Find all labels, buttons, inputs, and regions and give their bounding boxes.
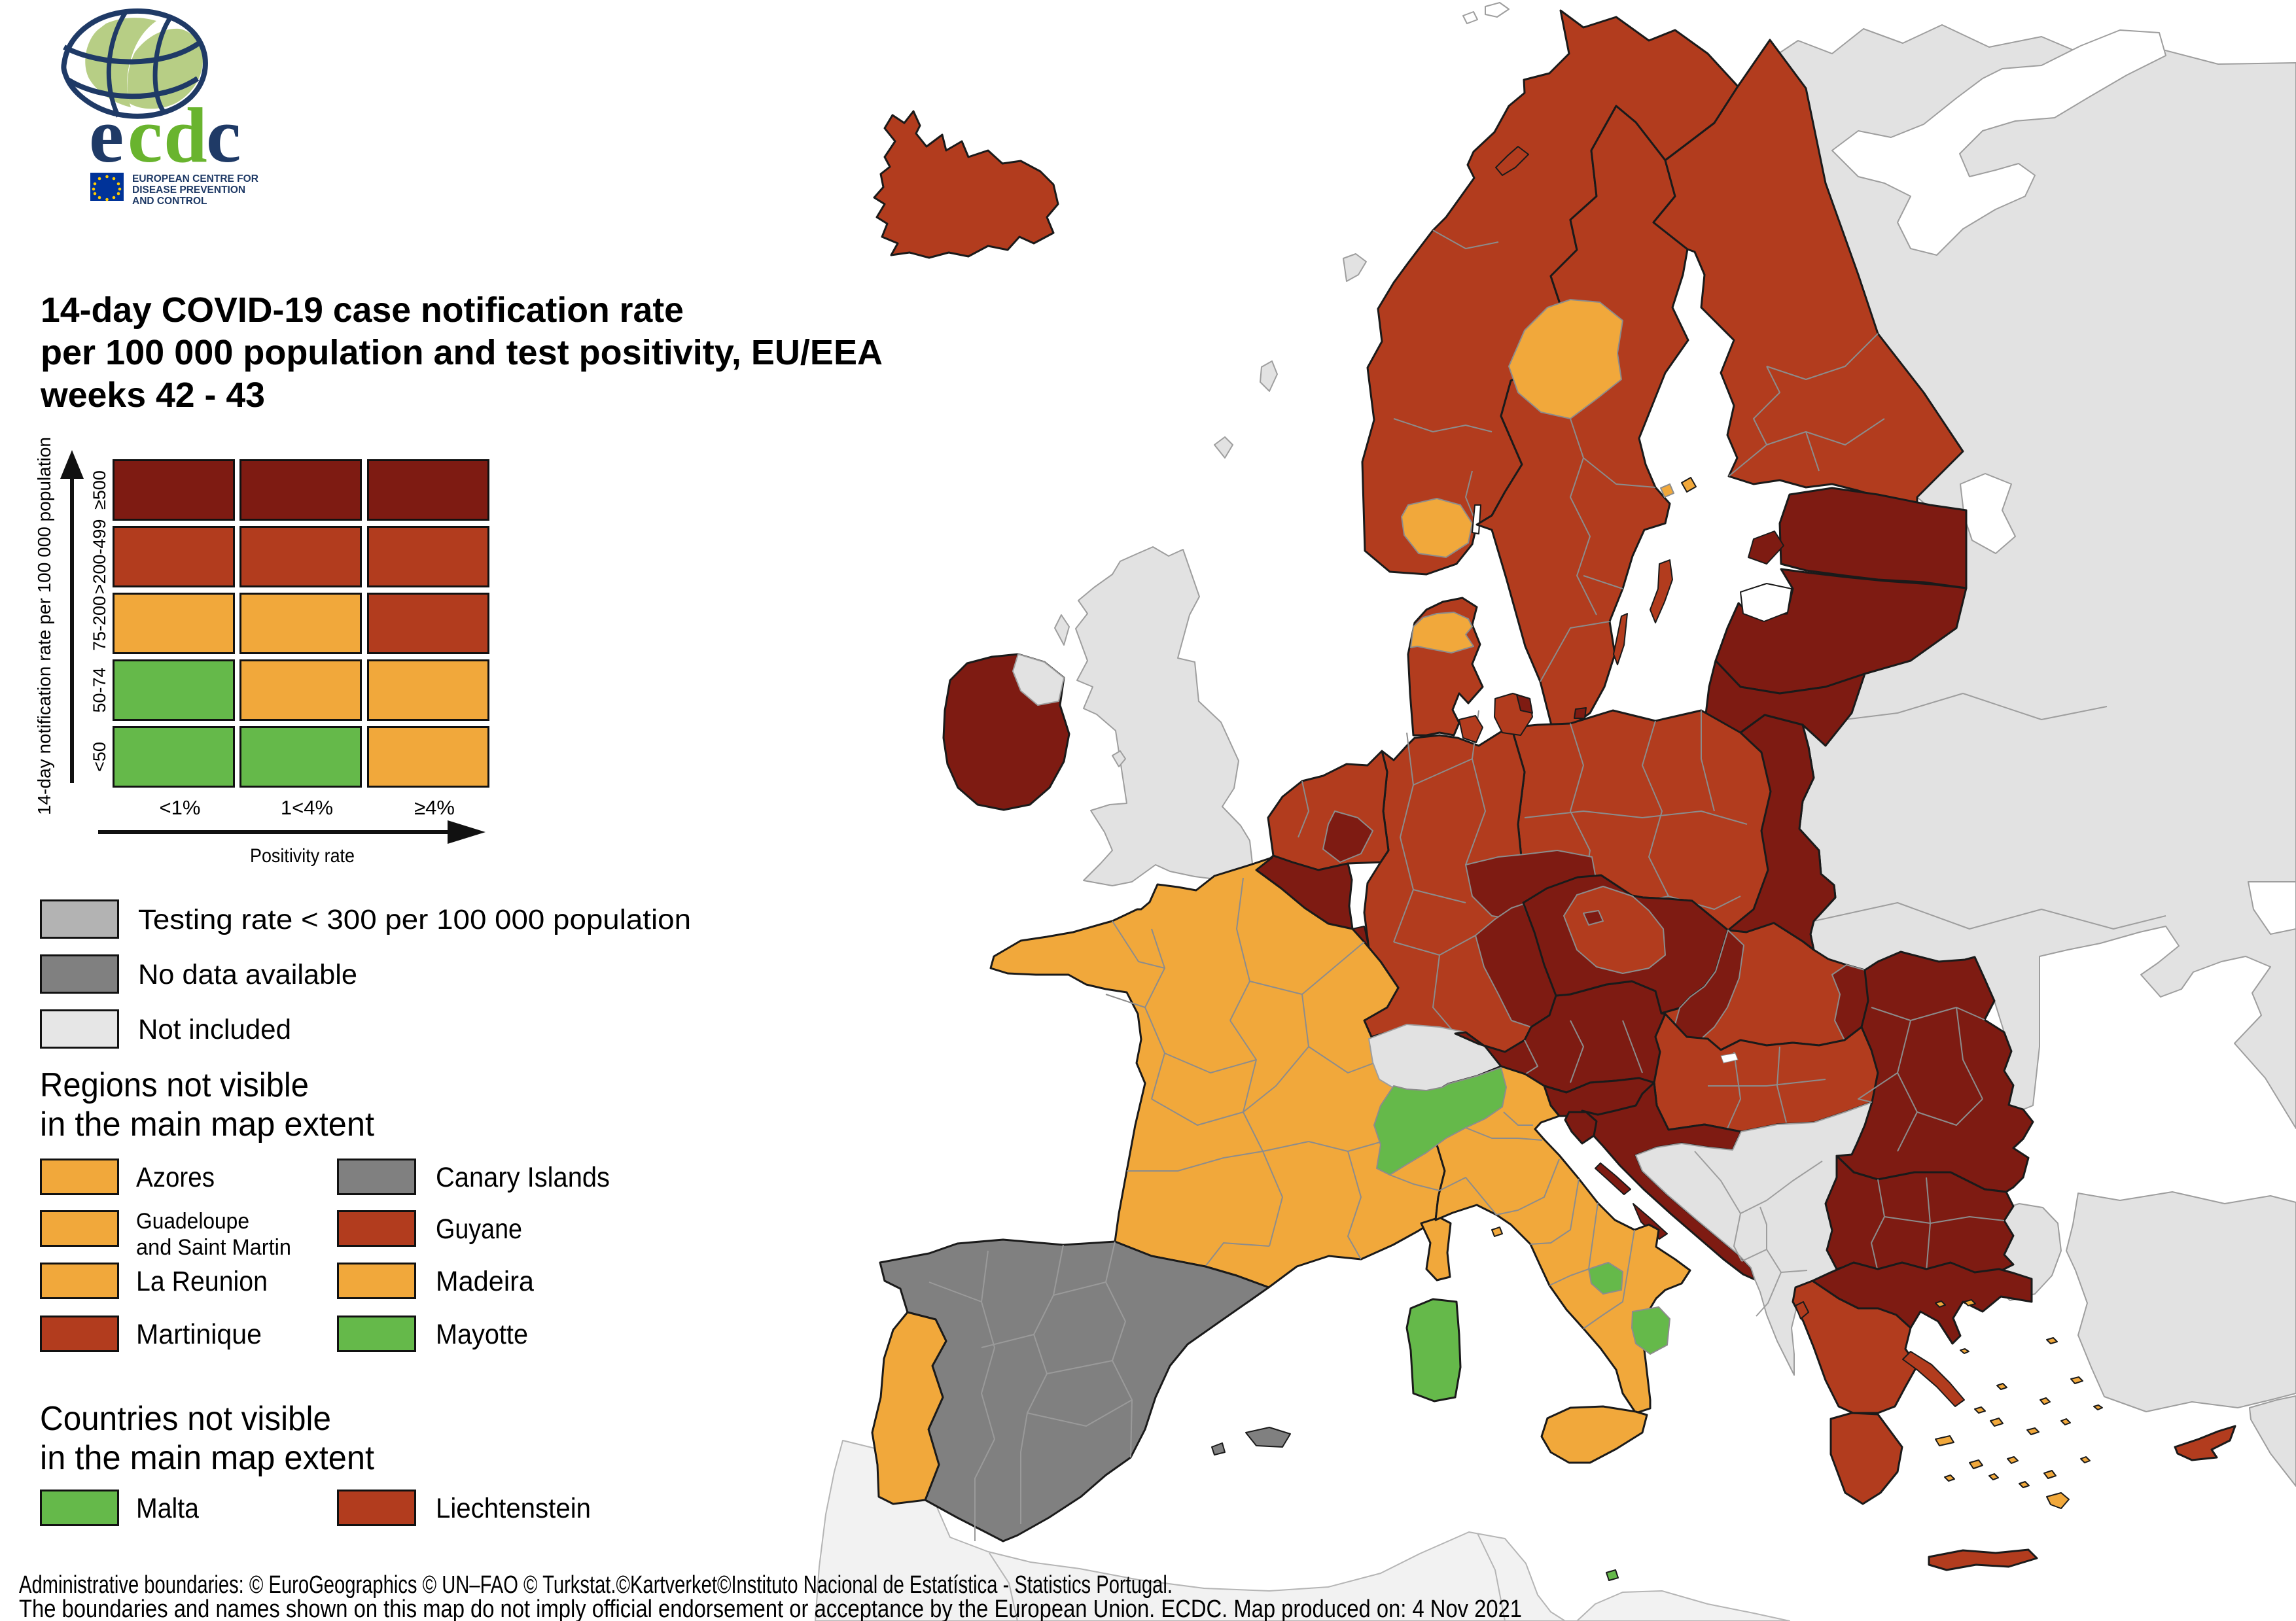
svg-text:Madeira: Madeira (436, 1266, 534, 1297)
svg-text:Martinique: Martinique (136, 1319, 262, 1350)
svg-text:No data available: No data available (138, 959, 357, 990)
svg-text:Guyane: Guyane (436, 1213, 522, 1245)
svg-text:Regions not visible: Regions not visible (40, 1066, 309, 1104)
svg-text:AND CONTROL: AND CONTROL (132, 196, 207, 207)
svg-text:The boundaries and names shown: The boundaries and names shown on this m… (19, 1595, 1522, 1621)
svg-text:in the main map extent: in the main map extent (40, 1439, 375, 1477)
svg-text:DISEASE PREVENTION: DISEASE PREVENTION (132, 184, 245, 196)
svg-text:≥500: ≥500 (90, 470, 109, 510)
svg-text:14-day COVID-19 case notificat: 14-day COVID-19 case notification rate (41, 290, 684, 330)
svg-text:Malta: Malta (136, 1493, 199, 1524)
svg-text:<50: <50 (90, 742, 109, 772)
svg-text:e: e (89, 92, 124, 179)
svg-text:c: c (128, 92, 162, 179)
svg-text:Not included: Not included (138, 1014, 291, 1045)
svg-text:and Saint Martin: and Saint Martin (136, 1235, 291, 1260)
svg-text:Countries not visible: Countries not visible (40, 1400, 331, 1438)
svg-text:75-200: 75-200 (90, 596, 109, 651)
svg-text:Guadeloupe: Guadeloupe (136, 1209, 249, 1234)
svg-text:in the main map extent: in the main map extent (40, 1106, 375, 1143)
svg-text:>200-499: >200-499 (90, 519, 109, 595)
svg-text:d: d (164, 92, 207, 179)
svg-text:≥4%: ≥4% (414, 796, 455, 819)
svg-text:14-day notification rate per 1: 14-day notification rate per 100 000 pop… (34, 437, 54, 815)
svg-text:Positivity rate: Positivity rate (250, 845, 355, 867)
svg-text:La Reunion: La Reunion (136, 1266, 268, 1297)
svg-text:Canary Islands: Canary Islands (436, 1162, 610, 1193)
svg-text:<1%: <1% (160, 796, 201, 819)
svg-text:EUROPEAN CENTRE FOR: EUROPEAN CENTRE FOR (132, 173, 258, 184)
svg-text:Azores: Azores (136, 1162, 215, 1193)
svg-text:c: c (206, 92, 241, 179)
svg-text:1<4%: 1<4% (281, 796, 333, 819)
svg-text:50-74: 50-74 (90, 667, 109, 712)
svg-text:Administrative boundaries: © E: Administrative boundaries: © EuroGeograp… (19, 1571, 1173, 1599)
svg-text:per 100 000 population and tes: per 100 000 population and test positivi… (41, 333, 883, 372)
svg-text:Testing rate < 300 per 100 000: Testing rate < 300 per 100 000 populatio… (138, 904, 691, 935)
svg-text:weeks 42 - 43: weeks 42 - 43 (40, 375, 265, 415)
svg-text:Mayotte: Mayotte (436, 1319, 528, 1350)
svg-text:Liechtenstein: Liechtenstein (436, 1493, 591, 1524)
